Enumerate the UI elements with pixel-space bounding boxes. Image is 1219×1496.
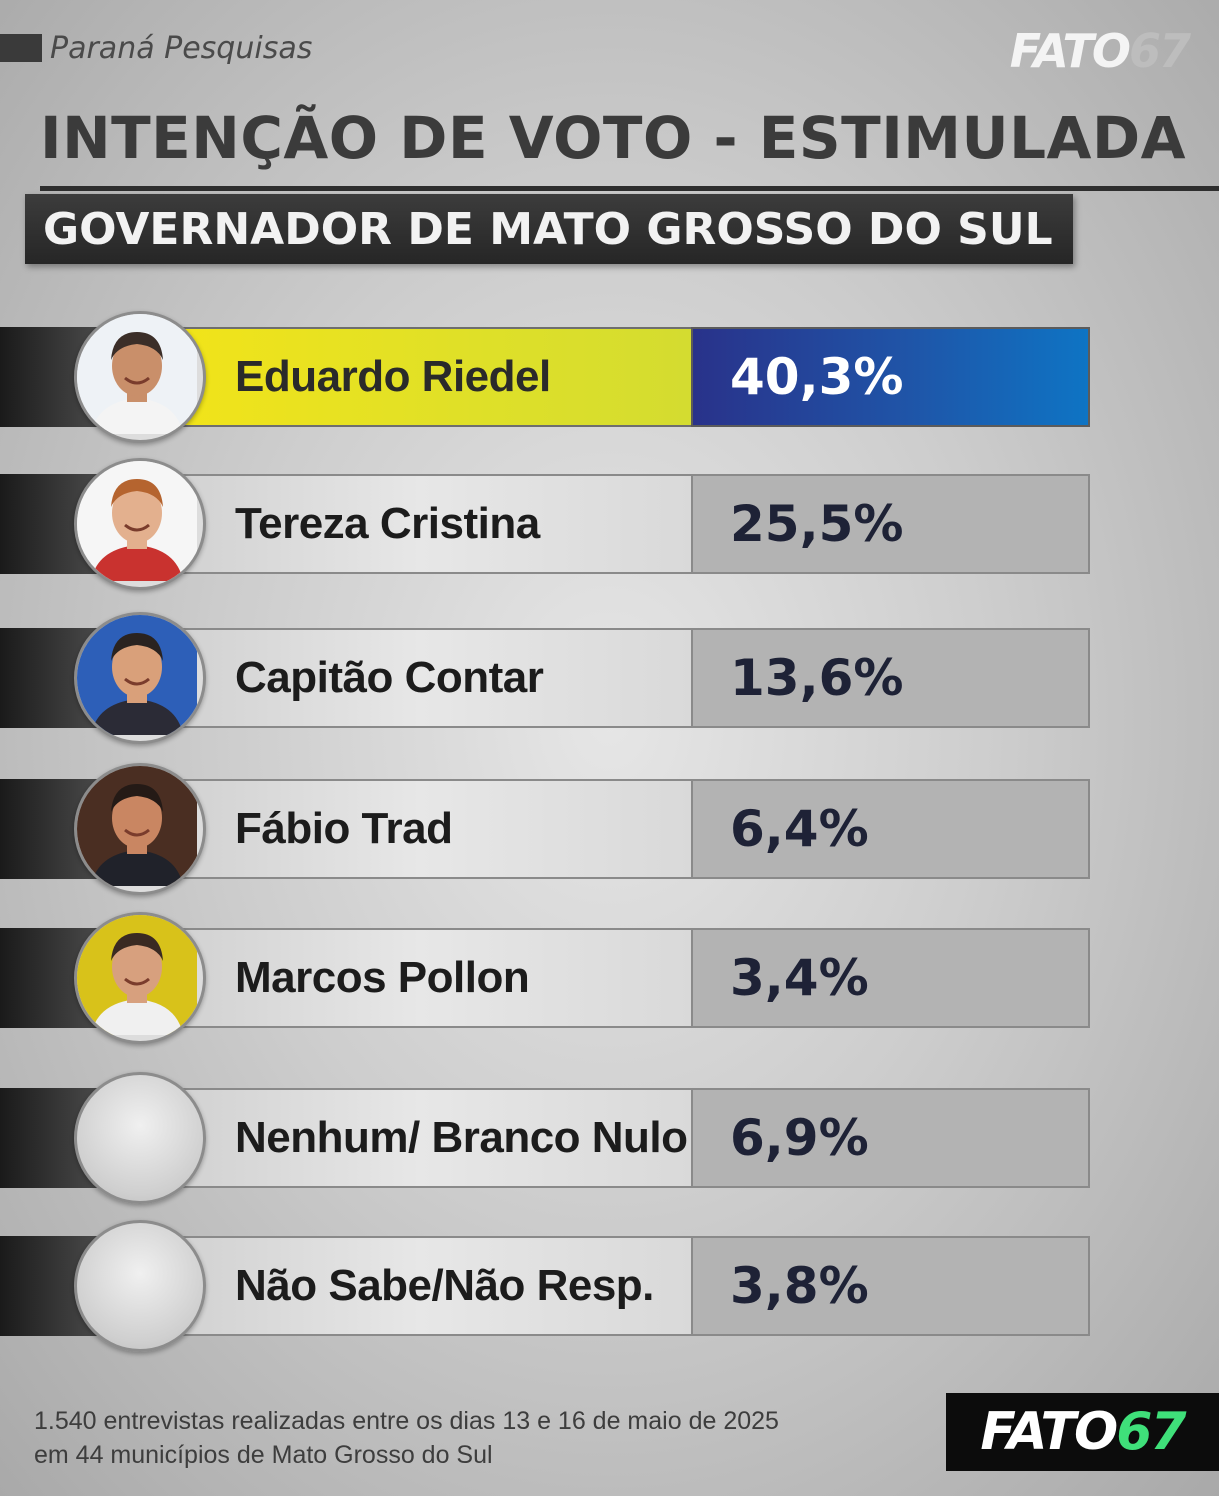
value-panel <box>691 628 1090 728</box>
result-row: Nenhum/ Branco Nulo 6,9% <box>0 1072 1100 1204</box>
source-text: Paraná Pesquisas <box>50 30 313 66</box>
result-row: Fábio Trad 6,4% <box>0 763 1100 895</box>
result-row: Marcos Pollon 3,4% <box>0 912 1100 1044</box>
value-panel <box>691 928 1090 1028</box>
value-panel <box>691 1088 1090 1188</box>
logo-bottom-part1: FATO <box>980 1402 1118 1462</box>
value-label: 25,5% <box>730 495 904 553</box>
category-label: Capitão Contar <box>235 653 544 702</box>
footnote-line2: em 44 municípios de Mato Grosso do Sul <box>34 1441 493 1469</box>
value-panel <box>691 1236 1090 1336</box>
candidate-photo <box>74 311 206 443</box>
name-panel <box>150 327 693 427</box>
source-label: Paraná Pesquisas <box>0 28 312 68</box>
footnote-line1: 1.540 entrevistas realizadas entre os di… <box>34 1407 779 1435</box>
category-label: Eduardo Riedel <box>235 352 551 401</box>
candidate-photo <box>74 612 206 744</box>
title-divider <box>40 186 1219 191</box>
category-label: Tereza Cristina <box>235 499 540 548</box>
value-panel <box>691 327 1090 427</box>
value-label: 3,4% <box>730 949 869 1007</box>
candidate-photo <box>74 912 206 1044</box>
placeholder-circle <box>74 1220 206 1352</box>
value-panel <box>691 779 1090 879</box>
chart-subtitle: GOVERNADOR DE MATO GROSSO DO SUL <box>43 203 1053 255</box>
value-label: 6,9% <box>730 1109 869 1167</box>
category-label: Marcos Pollon <box>235 953 530 1002</box>
name-panel <box>150 779 693 879</box>
category-label: Fábio Trad <box>235 804 453 853</box>
value-label: 40,3% <box>730 348 904 406</box>
value-label: 6,4% <box>730 800 869 858</box>
value-panel <box>691 474 1090 574</box>
logo-top-part2: 67 <box>1128 24 1191 78</box>
value-label: 3,8% <box>730 1257 869 1315</box>
result-row: Capitão Contar 13,6% <box>0 612 1100 744</box>
result-row: Tereza Cristina 25,5% <box>0 458 1100 590</box>
name-panel <box>150 628 693 728</box>
category-label: Nenhum/ Branco Nulo <box>235 1113 688 1162</box>
subtitle-banner: GOVERNADOR DE MATO GROSSO DO SUL <box>25 194 1073 264</box>
placeholder-circle <box>74 1072 206 1204</box>
value-label: 13,6% <box>730 649 904 707</box>
name-panel <box>150 1236 693 1336</box>
result-row: Eduardo Riedel 40,3% <box>0 311 1100 443</box>
logo-bottom-part2: 67 <box>1116 1402 1186 1462</box>
name-panel <box>150 1088 693 1188</box>
logo-bottom: FATO 67 <box>946 1393 1219 1471</box>
name-panel <box>150 928 693 1028</box>
source-tag-bar <box>0 34 42 62</box>
category-label: Não Sabe/Não Resp. <box>235 1261 654 1310</box>
result-row: Não Sabe/Não Resp. 3,8% <box>0 1220 1100 1352</box>
logo-top: FATO67 <box>1009 24 1191 78</box>
candidate-photo <box>74 763 206 895</box>
footnote: 1.540 entrevistas realizadas entre os di… <box>34 1404 779 1472</box>
candidate-photo <box>74 458 206 590</box>
logo-top-part1: FATO <box>1009 24 1131 78</box>
chart-title: INTENÇÃO DE VOTO - ESTIMULADA <box>40 104 1186 172</box>
